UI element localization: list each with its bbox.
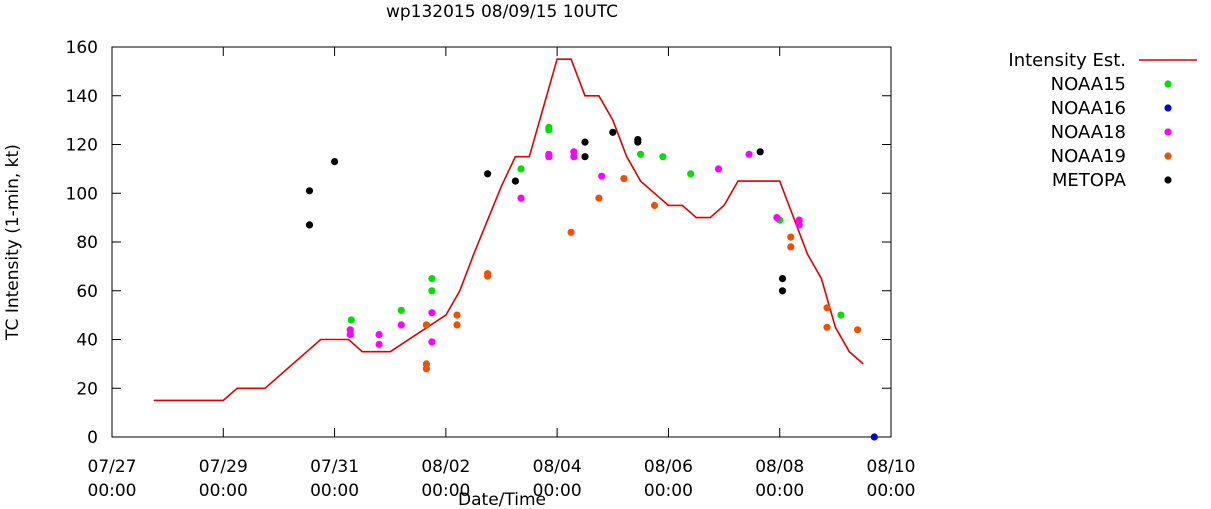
- noaa15-point: [659, 153, 666, 160]
- noaa18-point: [796, 221, 803, 228]
- intensity-chart: wp132015 08/09/15 10UTC TC Intensity (1-…: [0, 0, 1211, 509]
- legend-swatch-noaa16: [1164, 104, 1171, 111]
- x-tick-label-time: 00:00: [199, 481, 248, 501]
- metopa-point: [331, 158, 338, 165]
- noaa18-point: [545, 153, 552, 160]
- legend-swatch-noaa18: [1164, 128, 1171, 135]
- x-tick-label-time: 00:00: [867, 481, 916, 501]
- metopa-point: [634, 139, 641, 146]
- x-tick-label-date: 07/31: [310, 457, 359, 477]
- legend-swatch-noaa19: [1164, 152, 1171, 159]
- y-tick-label: 80: [76, 233, 98, 253]
- x-tick-label-time: 00:00: [644, 481, 693, 501]
- y-tick-label: 120: [66, 136, 98, 156]
- noaa19-point: [453, 312, 460, 319]
- legend: Intensity Est. NOAA15 NOAA16 NOAA18 NOAA19 ME…: [1008, 50, 1197, 191]
- noaa19-point: [651, 202, 658, 209]
- metopa-point: [779, 287, 786, 294]
- metopa-point: [484, 170, 491, 177]
- noaa18-point: [376, 331, 383, 338]
- x-tick-label-time: 00:00: [310, 481, 359, 501]
- noaa19-point: [423, 321, 430, 328]
- legend-swatch-noaa15: [1164, 80, 1171, 87]
- noaa19-point: [484, 273, 491, 280]
- noaa19-point: [823, 324, 830, 331]
- noaa19-point: [453, 321, 460, 328]
- x-tick-label-date: 08/08: [755, 457, 804, 477]
- y-tick-label: 140: [66, 87, 98, 107]
- noaa19-point: [854, 326, 861, 333]
- noaa18-point: [428, 309, 435, 316]
- noaa18-point: [428, 338, 435, 345]
- x-tick-label-time: 00:00: [421, 481, 470, 501]
- metopa-point: [779, 275, 786, 282]
- noaa15-point: [837, 312, 844, 319]
- noaa15-point: [637, 151, 644, 158]
- legend-label-noaa16: NOAA16: [1051, 98, 1126, 119]
- plot-frame: [112, 47, 891, 437]
- legend-label-noaa19: NOAA19: [1051, 146, 1126, 167]
- x-tick-label-date: 08/04: [533, 457, 582, 477]
- noaa15-point: [348, 316, 355, 323]
- noaa19-point: [787, 243, 794, 250]
- noaa15-point: [517, 165, 524, 172]
- legend-label-noaa15: NOAA15: [1051, 74, 1126, 95]
- y-tick-label: 40: [76, 331, 98, 351]
- metopa-point: [512, 178, 519, 185]
- noaa15-point: [545, 126, 552, 133]
- noaa18-point: [570, 153, 577, 160]
- noaa19-point: [787, 234, 794, 241]
- x-tick-label-date: 07/27: [88, 457, 137, 477]
- x-tick-label-time: 00:00: [533, 481, 582, 501]
- x-tick-label-date: 08/02: [421, 457, 470, 477]
- noaa19-point: [423, 365, 430, 372]
- metopa-point: [581, 139, 588, 146]
- noaa15-point: [428, 287, 435, 294]
- noaa18-point: [398, 321, 405, 328]
- noaa18-point: [347, 331, 354, 338]
- legend-swatch-metopa: [1164, 176, 1171, 183]
- metopa-point: [609, 129, 616, 136]
- x-tick-label-time: 00:00: [755, 481, 804, 501]
- axes-group: 0 20 40 60 80 100 120 140 160 07/27 00:00 07/29 00:0…: [66, 38, 916, 501]
- noaa19-point: [568, 229, 575, 236]
- metopa-point: [306, 187, 313, 194]
- data-group: [154, 59, 878, 440]
- legend-label-noaa18: NOAA18: [1051, 122, 1126, 143]
- x-tick-label-date: 08/06: [644, 457, 693, 477]
- noaa18-point: [715, 165, 722, 172]
- x-tick-label-date: 07/29: [199, 457, 248, 477]
- y-tick-label: 60: [76, 282, 98, 302]
- metopa-point: [306, 221, 313, 228]
- x-tick-label-time: 00:00: [88, 481, 137, 501]
- noaa15-point: [398, 307, 405, 314]
- noaa18-point: [746, 151, 753, 158]
- noaa18-point: [598, 173, 605, 180]
- noaa16-point: [871, 433, 878, 440]
- legend-label-metopa: METOPA: [1052, 170, 1127, 191]
- y-tick-label: 0: [87, 428, 98, 448]
- y-tick-label: 100: [66, 184, 98, 204]
- noaa18-point: [376, 341, 383, 348]
- noaa19-point: [823, 304, 830, 311]
- noaa19-point: [620, 175, 627, 182]
- y-tick-label: 20: [76, 379, 98, 399]
- noaa18-point: [517, 195, 524, 202]
- metopa-point: [757, 148, 764, 155]
- noaa18-point: [773, 214, 780, 221]
- chart-title: wp132015 08/09/15 10UTC: [386, 2, 618, 22]
- y-axis-label: TC Intensity (1-min, kt): [3, 144, 23, 341]
- legend-label-intensity-est: Intensity Est.: [1008, 50, 1126, 71]
- intensity-est-line: [154, 59, 864, 400]
- metopa-point: [581, 153, 588, 160]
- noaa15-point: [428, 275, 435, 282]
- noaa15-point: [687, 170, 694, 177]
- y-tick-label: 160: [66, 38, 98, 58]
- x-tick-label-date: 08/10: [867, 457, 916, 477]
- noaa19-point: [595, 195, 602, 202]
